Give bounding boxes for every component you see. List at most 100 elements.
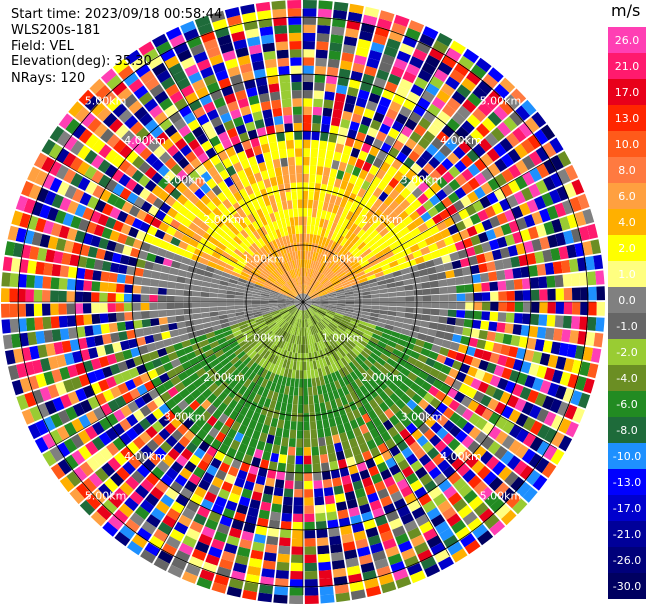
radar-gate	[379, 310, 388, 315]
radar-gate	[277, 256, 284, 265]
radar-gate	[441, 158, 454, 171]
radar-gate	[492, 388, 505, 401]
radar-gate	[216, 228, 227, 238]
radar-gate	[140, 478, 155, 493]
radar-gate	[512, 267, 522, 279]
radar-gate	[303, 276, 306, 285]
radar-gate	[243, 480, 255, 491]
radar-gate	[362, 333, 372, 340]
radar-gate	[331, 319, 340, 325]
radar-gate	[305, 344, 309, 354]
radar-gate	[144, 119, 159, 133]
radar-gate	[315, 283, 322, 291]
radar-gate	[499, 100, 515, 116]
radar-gate	[259, 26, 274, 37]
radar-gate	[477, 101, 493, 117]
radar-gate	[345, 302, 355, 305]
radar-gate	[487, 177, 500, 191]
radar-gate	[291, 308, 298, 315]
radar-gate	[308, 259, 312, 269]
radar-gate	[296, 438, 303, 448]
radar-gate	[590, 348, 602, 363]
radar-gate	[324, 495, 335, 505]
radar-gate	[180, 20, 196, 34]
radar-gate	[226, 243, 237, 252]
radar-gate	[171, 557, 187, 571]
radar-gate	[49, 126, 65, 142]
radar-gate	[298, 387, 303, 396]
radar-gate	[287, 200, 293, 210]
radar-gate	[157, 521, 173, 536]
radar-gate	[314, 368, 319, 378]
radar-gate	[193, 466, 206, 479]
radar-gate	[192, 378, 204, 389]
radar-gate	[237, 442, 248, 454]
colorbar-swatch	[608, 469, 646, 495]
radar-gate	[324, 337, 331, 347]
radar-gate	[277, 266, 285, 275]
radar-gate	[478, 486, 494, 501]
radar-gate	[570, 390, 583, 406]
radar-gate	[48, 143, 63, 160]
radar-gate	[304, 587, 319, 596]
radar-gate	[447, 541, 463, 556]
radar-gate	[316, 33, 330, 43]
radar-gate	[144, 166, 157, 179]
radar-gate	[298, 395, 303, 405]
radar-gate	[294, 378, 299, 388]
radar-gate	[515, 428, 530, 443]
radar-gate	[530, 313, 540, 326]
radar-gate	[395, 410, 406, 421]
radar-gate	[184, 480, 198, 493]
radar-gate	[267, 332, 275, 341]
radar-gate	[531, 351, 543, 364]
radar-gate	[333, 214, 341, 224]
radar-gate	[134, 328, 145, 338]
radar-gate	[320, 302, 329, 305]
radar-gate	[101, 366, 113, 378]
radar-gate	[55, 238, 67, 252]
radar-gate	[231, 31, 246, 42]
radar-gate	[135, 484, 149, 499]
radar-gate	[324, 238, 331, 248]
radar-gate	[449, 425, 462, 438]
radar-gate	[287, 369, 293, 378]
radar-gate	[434, 440, 447, 453]
radar-gate	[204, 518, 219, 531]
radar-gate	[219, 462, 231, 474]
radar-gate	[185, 211, 197, 222]
radar-gate	[463, 48, 479, 64]
radar-gate	[526, 199, 539, 213]
radar-gate	[284, 313, 291, 321]
radar-gate	[440, 364, 452, 375]
radar-gate	[250, 164, 260, 175]
radar-gate	[284, 244, 290, 254]
radar-gate	[316, 341, 322, 351]
radar-gate	[494, 83, 510, 99]
radar-gate	[311, 251, 316, 261]
radar-gate	[257, 198, 266, 209]
radar-gate	[157, 295, 167, 302]
radar-gate	[328, 294, 337, 298]
radar-gate	[64, 185, 77, 200]
radar-gate	[134, 267, 144, 277]
radar-gate	[303, 216, 307, 226]
radar-gate	[481, 292, 491, 301]
radar-gate	[299, 242, 303, 251]
radar-gate	[42, 450, 57, 467]
radar-gate	[388, 292, 397, 297]
radar-gate	[342, 264, 352, 272]
radar-gate	[293, 277, 298, 286]
radar-gate	[495, 416, 508, 430]
radar-gate	[466, 114, 481, 128]
radar-gate	[355, 329, 364, 336]
radar-gate	[311, 298, 320, 301]
radar-gate	[248, 557, 263, 568]
radar-gate	[194, 405, 206, 417]
radar-gate	[303, 81, 314, 91]
radar-gate	[34, 317, 44, 331]
radar-gate	[200, 399, 212, 410]
radar-gate	[313, 90, 324, 100]
radar-gate	[357, 274, 367, 281]
radar-gate	[84, 425, 98, 440]
